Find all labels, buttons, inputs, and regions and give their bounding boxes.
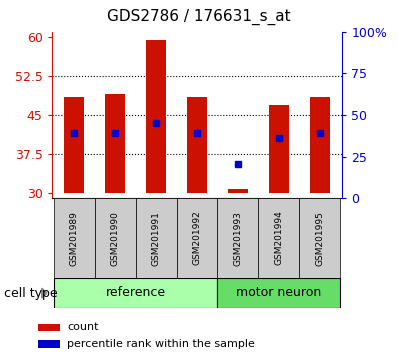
Bar: [136, 198, 177, 278]
Text: cell type: cell type: [4, 287, 58, 299]
Bar: [105, 94, 125, 193]
Text: GSM201989: GSM201989: [70, 211, 79, 266]
Text: GSM201990: GSM201990: [111, 211, 120, 266]
Text: GSM201994: GSM201994: [274, 211, 283, 266]
Text: GSM201995: GSM201995: [315, 211, 324, 266]
Bar: [177, 198, 217, 278]
Bar: [269, 105, 289, 193]
Bar: [38, 324, 60, 331]
Bar: [54, 198, 95, 278]
Bar: [217, 278, 340, 308]
Text: GSM201991: GSM201991: [152, 211, 160, 266]
Text: motor neuron: motor neuron: [236, 286, 322, 299]
Text: percentile rank within the sample: percentile rank within the sample: [67, 339, 255, 349]
Bar: [217, 198, 258, 278]
Bar: [228, 189, 248, 193]
Bar: [54, 278, 217, 308]
Text: GSM201992: GSM201992: [193, 211, 201, 266]
Text: GSM201993: GSM201993: [234, 211, 242, 266]
Text: reference: reference: [105, 286, 166, 299]
Bar: [146, 40, 166, 193]
Bar: [310, 97, 330, 193]
Text: count: count: [67, 322, 99, 332]
Bar: [38, 341, 60, 348]
Bar: [299, 198, 340, 278]
Bar: [64, 97, 84, 193]
Bar: [95, 198, 136, 278]
Text: GDS2786 / 176631_s_at: GDS2786 / 176631_s_at: [107, 9, 291, 25]
Bar: [258, 198, 299, 278]
Bar: [187, 97, 207, 193]
